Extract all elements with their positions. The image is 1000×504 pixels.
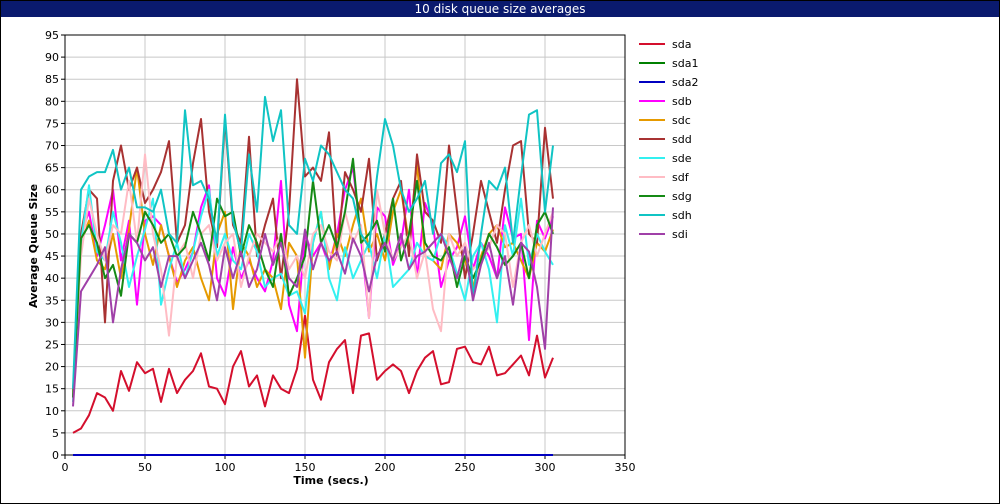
- legend-label: sda2: [672, 76, 698, 89]
- y-tick-label: 90: [45, 51, 59, 64]
- chart-title: 10 disk queue size averages: [415, 2, 586, 16]
- x-axis-title: Time (secs.): [293, 474, 368, 487]
- x-tick-label: 250: [455, 461, 476, 474]
- y-tick-label: 50: [45, 228, 59, 241]
- y-tick-label: 35: [45, 294, 59, 307]
- legend-label: sdb: [672, 95, 692, 108]
- legend-label: sda: [672, 38, 691, 51]
- x-tick-label: 350: [615, 461, 636, 474]
- legend-label: sdh: [672, 209, 692, 222]
- title-bar: [1, 1, 999, 17]
- x-tick-label: 0: [62, 461, 69, 474]
- x-tick-label: 100: [215, 461, 236, 474]
- y-tick-label: 20: [45, 361, 59, 374]
- series-line: [72, 78, 554, 394]
- y-tick-label: 0: [52, 449, 59, 462]
- y-tick-label: 5: [52, 427, 59, 440]
- y-tick-label: 10: [45, 405, 59, 418]
- y-tick-label: 85: [45, 73, 59, 86]
- y-tick-label: 40: [45, 272, 59, 285]
- y-tick-label: 45: [45, 250, 59, 263]
- x-tick-label: 200: [375, 461, 396, 474]
- y-tick-label: 15: [45, 383, 59, 396]
- legend-label: sdf: [672, 171, 690, 184]
- series-line: [72, 207, 554, 407]
- x-tick-label: 150: [295, 461, 316, 474]
- series-line: [72, 153, 554, 394]
- y-tick-label: 25: [45, 338, 59, 351]
- y-tick-label: 80: [45, 95, 59, 108]
- legend-label: sdd: [672, 133, 692, 146]
- y-tick-label: 60: [45, 184, 59, 197]
- legend-label: sde: [672, 152, 692, 165]
- y-tick-label: 70: [45, 140, 59, 153]
- y-axis-title: Average Queue Size: [27, 184, 40, 308]
- legend-label: sdi: [672, 228, 688, 241]
- y-tick-label: 95: [45, 29, 59, 42]
- legend-label: sdc: [672, 114, 691, 127]
- legend-label: sda1: [672, 57, 698, 70]
- legend-label: sdg: [672, 190, 692, 203]
- y-tick-label: 65: [45, 162, 59, 175]
- y-tick-label: 30: [45, 316, 59, 329]
- x-tick-label: 50: [138, 461, 152, 474]
- y-tick-label: 75: [45, 117, 59, 130]
- x-tick-label: 300: [535, 461, 556, 474]
- y-tick-label: 55: [45, 206, 59, 219]
- series-line: [72, 184, 554, 402]
- series-line: [72, 314, 554, 434]
